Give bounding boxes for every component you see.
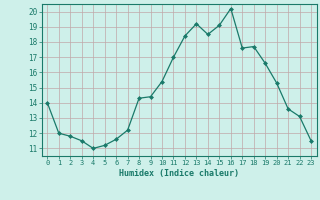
- X-axis label: Humidex (Indice chaleur): Humidex (Indice chaleur): [119, 169, 239, 178]
